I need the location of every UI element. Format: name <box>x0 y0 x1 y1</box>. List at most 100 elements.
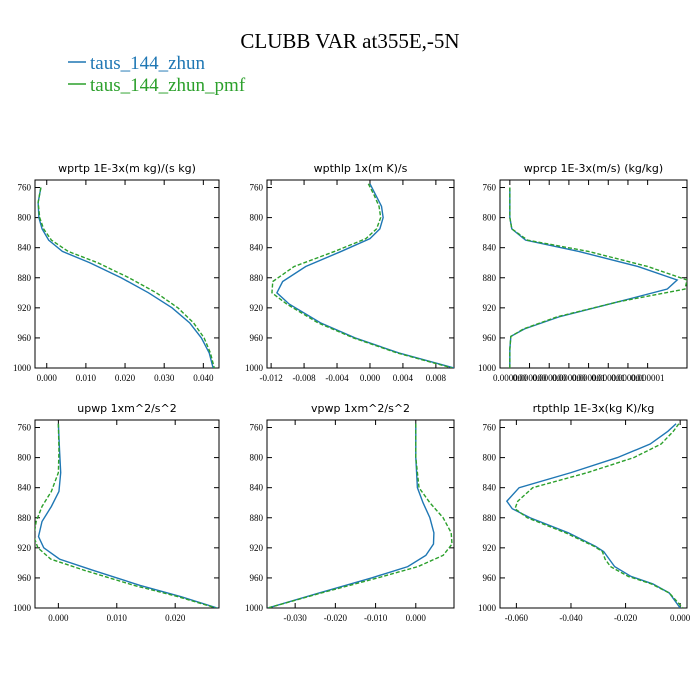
x-tick-label: 0.000000 <box>532 373 566 383</box>
panel-frame <box>266 419 455 609</box>
y-tick-label: 920 <box>250 543 264 553</box>
x-tick-label: 0.000 <box>406 613 427 623</box>
panel-title: wprcp 1E-3x(m/s) (kg/kg) <box>524 162 663 175</box>
x-tick-label: -0.020 <box>324 613 348 623</box>
y-tick-label: 920 <box>18 543 32 553</box>
y-tick-label: 960 <box>18 333 32 343</box>
y-tick-label: 1000 <box>478 363 497 373</box>
x-tick-label: -0.004 <box>325 373 349 383</box>
legend-label-zhun-pmf: taus_144_zhun_pmf <box>90 75 246 96</box>
x-tick-label: 0.040 <box>193 373 214 383</box>
y-tick-label: 960 <box>483 333 497 343</box>
panel-frame <box>34 419 220 609</box>
y-tick-label: 840 <box>18 243 32 253</box>
y-tick-label: 920 <box>18 303 32 313</box>
y-tick-label: 800 <box>483 213 497 223</box>
y-tick-label: 800 <box>250 453 264 463</box>
y-tick-label: 1000 <box>245 363 264 373</box>
x-tick-label: 0.030 <box>154 373 175 383</box>
x-tick-label: 0.000001 <box>611 373 645 383</box>
y-tick-label: 880 <box>483 513 497 523</box>
y-tick-label: 920 <box>250 303 264 313</box>
x-tick-label: 0.020 <box>115 373 136 383</box>
y-tick-label: 800 <box>250 213 264 223</box>
series-line-zhun-pmf <box>271 183 453 368</box>
series-line-zhun <box>505 423 681 608</box>
x-tick-label: 0.000 <box>48 613 69 623</box>
series-line-zhun-pmf <box>37 187 215 368</box>
x-tick-label: 0.000 <box>360 373 381 383</box>
x-tick-label: 0.000001 <box>572 373 606 383</box>
x-tick-label: -0.030 <box>284 613 308 623</box>
y-tick-label: 760 <box>483 423 497 433</box>
panel-title: upwp 1xm^2/s^2 <box>77 402 177 415</box>
y-tick-label: 840 <box>483 483 497 493</box>
x-tick-label: 0.000 <box>670 613 691 623</box>
figure-title: CLUBB VAR at355E,-5N <box>240 29 459 53</box>
x-tick-label: 0.000000 <box>552 373 586 383</box>
y-tick-label: 760 <box>250 423 264 433</box>
y-tick-label: 880 <box>250 513 264 523</box>
y-tick-label: 800 <box>18 213 32 223</box>
panel-frame <box>499 179 688 369</box>
panel-frame <box>34 179 220 369</box>
x-tick-label: 0.000000 <box>513 373 547 383</box>
panel-title: wpthlp 1x(m K)/s <box>314 162 408 175</box>
panel-2: wpthlp 1x(m K)/s7608008408809209601000-0… <box>245 162 455 383</box>
panel-4: upwp 1xm^2/s^2 760 800 840 880 920 960 1000 0.00… <box>13 402 220 623</box>
x-tick-label: -0.010 <box>364 613 388 623</box>
y-tick-label: 920 <box>483 543 497 553</box>
y-tick-label: 880 <box>18 273 32 283</box>
series-line-zhun <box>276 183 454 368</box>
x-tick-label: -0.020 <box>614 613 638 623</box>
y-tick-label: 800 <box>18 453 32 463</box>
x-tick-label: 0.000001 <box>591 373 625 383</box>
y-tick-label: 960 <box>250 573 264 583</box>
panel-3: wprcp 1E-3x(m/s) (kg/kg) 760 800 840 880 920 9… <box>478 162 688 383</box>
x-tick-label: -0.012 <box>259 373 282 383</box>
panel-6: rtpthlp 1E-3x(kg K)/kg 760 800 840 880 920 960… <box>478 402 691 623</box>
y-tick-label: 920 <box>483 303 497 313</box>
y-tick-label: 880 <box>18 513 32 523</box>
y-tick-label: 840 <box>250 243 264 253</box>
y-tick-label: 1000 <box>478 603 497 613</box>
legend: taus_144_zhun taus_144_zhun_pmf <box>68 53 246 96</box>
series-line-zhun <box>509 187 679 368</box>
y-tick-label: 760 <box>18 183 32 193</box>
series-line-zhun <box>267 423 435 608</box>
x-tick-label: 0.010 <box>107 613 128 623</box>
series-line-zhun <box>37 187 214 368</box>
panel-1: wprtp 1E-3x(m kg)/(s kg) 760 800 840 880 920 9… <box>13 162 220 383</box>
x-tick-label: 0.004 <box>393 373 414 383</box>
x-tick-label: 0.010 <box>76 373 97 383</box>
panel-title: vpwp 1xm^2/s^2 <box>311 402 410 415</box>
legend-label-zhun: taus_144_zhun <box>90 53 206 74</box>
series-line-zhun-pmf <box>267 423 453 608</box>
y-tick-label: 960 <box>18 573 32 583</box>
y-tick-label: 1000 <box>245 603 264 613</box>
series-line-zhun <box>37 423 218 608</box>
panel-5: vpwp 1xm^2/s^2 760 800 840 880 920 960 1000 -0.0… <box>245 402 455 623</box>
y-tick-label: 880 <box>483 273 497 283</box>
y-tick-label: 760 <box>18 423 32 433</box>
y-tick-label: 760 <box>250 183 264 193</box>
panel-title: wprtp 1E-3x(m kg)/(s kg) <box>58 162 196 175</box>
x-tick-label: 0.000000 <box>493 373 527 383</box>
y-tick-label: 840 <box>483 243 497 253</box>
x-tick-label: 0.000 <box>37 373 58 383</box>
y-tick-label: 840 <box>250 483 264 493</box>
y-tick-label: 1000 <box>13 363 32 373</box>
series-line-zhun-pmf <box>514 423 684 608</box>
x-tick-label: 0.000001 <box>631 373 665 383</box>
x-tick-label: 0.008 <box>426 373 447 383</box>
y-tick-label: 840 <box>18 483 32 493</box>
panel-frame <box>499 419 688 609</box>
y-tick-label: 800 <box>483 453 497 463</box>
x-tick-label: -0.040 <box>559 613 583 623</box>
series-line-zhun-pmf <box>509 187 687 368</box>
x-tick-label: 0.020 <box>165 613 186 623</box>
y-tick-label: 760 <box>483 183 497 193</box>
series-line-zhun-pmf <box>35 423 217 608</box>
x-tick-label: -0.060 <box>505 613 529 623</box>
y-tick-label: 880 <box>250 273 264 283</box>
